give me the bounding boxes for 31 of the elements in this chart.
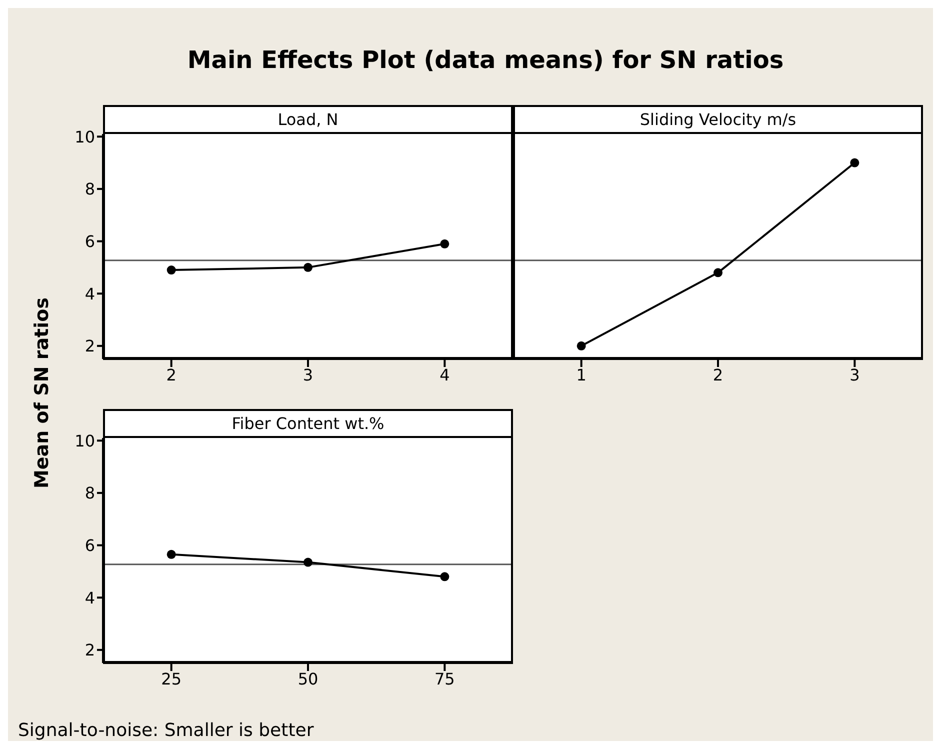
y-tick-label: 2 bbox=[84, 336, 95, 356]
x-tick-label: 75 bbox=[434, 669, 455, 688]
x-tick-label: 3 bbox=[850, 365, 860, 384]
chart-title: Main Effects Plot (data means) for SN ratios bbox=[186, 46, 785, 74]
y-tick-label: 8 bbox=[84, 484, 95, 503]
point bbox=[440, 239, 450, 248]
y-tick-label: 8 bbox=[84, 180, 95, 199]
y-tick-label: 6 bbox=[84, 232, 95, 251]
y-tick-label: 4 bbox=[84, 284, 95, 304]
point bbox=[166, 266, 176, 275]
y-tick-label: 10 bbox=[74, 127, 95, 146]
x-tick-label: 50 bbox=[298, 669, 318, 688]
y-tick-label: 2 bbox=[84, 640, 95, 660]
y-axis-title: Mean of SN ratios bbox=[31, 297, 53, 489]
x-tick-label: 4 bbox=[440, 365, 450, 384]
x-tick-label: 2 bbox=[166, 365, 176, 384]
text: Signal-to-noise: Smaller is better bbox=[18, 720, 314, 741]
point bbox=[304, 558, 312, 567]
point bbox=[304, 262, 312, 272]
y-tick-label: 10 bbox=[74, 431, 95, 450]
x-tick-label: 25 bbox=[161, 669, 182, 688]
x-tick-label: 3 bbox=[302, 365, 314, 384]
x-tick-label: 1 bbox=[576, 365, 586, 384]
point bbox=[440, 572, 450, 582]
point bbox=[166, 550, 176, 559]
x-tick-label: 2 bbox=[712, 365, 724, 384]
x-axis-title: Sliding Velocity m/s bbox=[513, 105, 923, 134]
x-axis-title: Load, N bbox=[103, 105, 513, 134]
y-tick-label: 4 bbox=[84, 588, 95, 608]
x-axis-title: Fiber Content wt.% bbox=[103, 409, 513, 438]
y-tick-label: 6 bbox=[84, 536, 95, 555]
